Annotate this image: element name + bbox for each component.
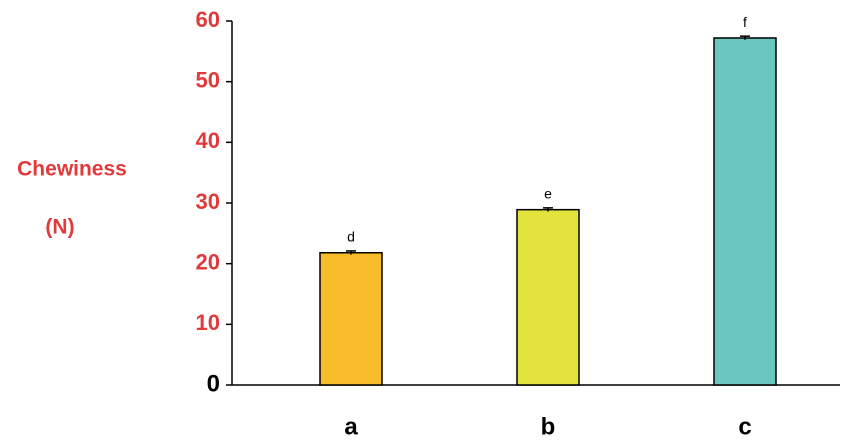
y-tick-label: 10 [196, 310, 220, 335]
y-axis-label: (N) [45, 216, 74, 239]
x-tick-label: a [344, 413, 358, 440]
y-tick-label: 20 [196, 249, 220, 274]
x-tick-label: b [541, 413, 556, 440]
bar [319, 251, 383, 386]
y-tick-label: 0 [207, 370, 220, 397]
bar [516, 208, 580, 386]
y-axis-label: Chewiness [17, 158, 127, 181]
y-tick-label: 30 [196, 189, 220, 214]
bar [713, 37, 777, 386]
annotation: f [743, 14, 747, 30]
annotation: d [347, 229, 355, 245]
y-tick-label: 60 [196, 7, 220, 32]
x-tick-label: c [738, 413, 751, 440]
annotation: e [544, 186, 552, 202]
y-tick-label: 50 [196, 67, 220, 92]
y-tick-label: 40 [196, 128, 220, 153]
